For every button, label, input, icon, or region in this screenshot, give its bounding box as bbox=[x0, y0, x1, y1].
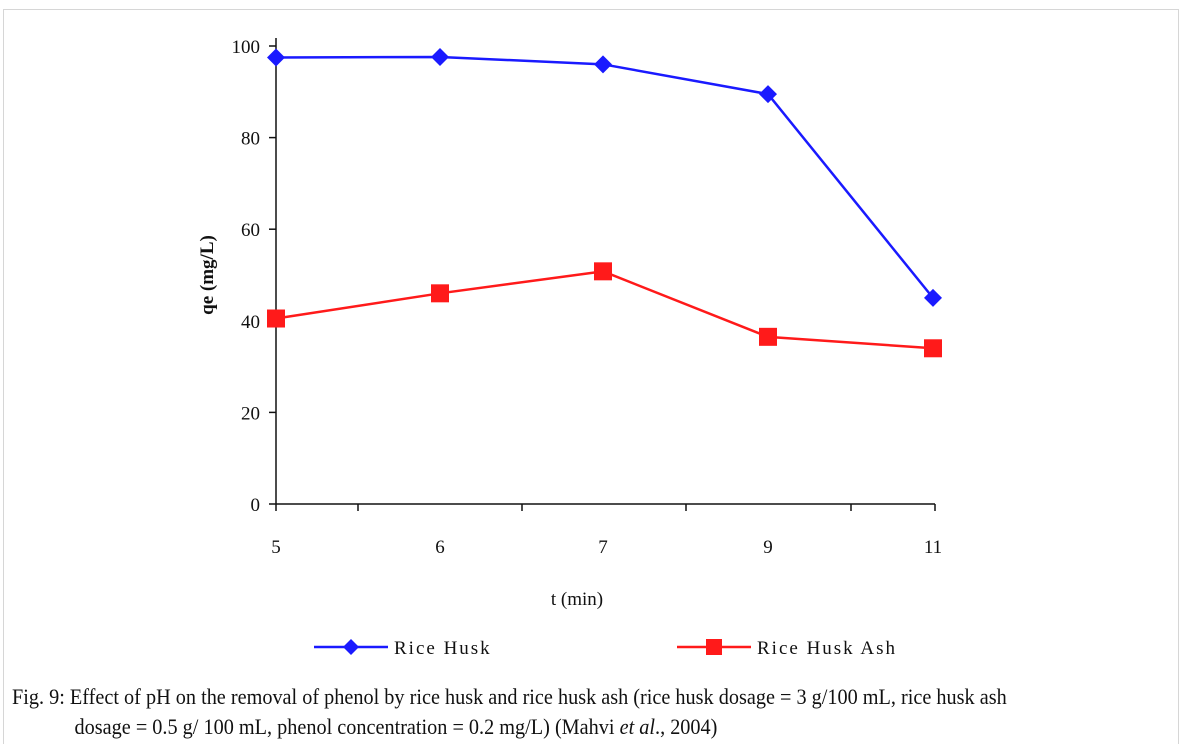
legend-rice-husk-ash-marker bbox=[706, 639, 722, 655]
chart-legend: Rice Husk Rice Husk Ash bbox=[314, 638, 897, 659]
y-tick-label: 40 bbox=[241, 312, 260, 333]
rice-husk-ash-line bbox=[275, 270, 934, 350]
rice-husk-ash-point bbox=[759, 327, 777, 346]
chart-series bbox=[267, 47, 942, 358]
figure-caption: Fig. 9: Effect of pH on the removal of p… bbox=[12, 682, 1088, 742]
x-tick-label: 7 bbox=[598, 537, 608, 558]
caption-line-2-end: ., 2004) bbox=[655, 714, 718, 739]
y-tick-label: 0 bbox=[251, 495, 261, 516]
rice-husk-ash-point bbox=[267, 309, 285, 328]
rice-husk-point bbox=[924, 288, 942, 307]
rice-husk-point bbox=[431, 47, 449, 66]
legend-rice-husk-marker bbox=[343, 639, 359, 655]
y-tick-label: 60 bbox=[241, 220, 260, 241]
y-tick-label: 20 bbox=[241, 403, 260, 424]
rice-husk-ash-point bbox=[594, 262, 612, 281]
rice-husk-ash-point bbox=[924, 339, 942, 358]
caption-line-1: Fig. 9: Effect of pH on the removal of p… bbox=[12, 684, 1007, 709]
x-tick-label: 6 bbox=[435, 537, 445, 558]
caption-line-2: dosage = 0.5 g/ 100 mL, phenol concentra… bbox=[12, 712, 1088, 742]
figure-frame bbox=[3, 9, 1179, 744]
y-tick-label: 100 bbox=[232, 37, 261, 58]
rice-husk-point bbox=[267, 48, 285, 67]
y-axis-title: qe (mg/L) bbox=[197, 235, 218, 315]
x-tick-label: 11 bbox=[924, 537, 942, 558]
rice-husk-point bbox=[594, 55, 612, 74]
rice-husk-point bbox=[759, 85, 777, 104]
x-tick-label: 5 bbox=[271, 537, 281, 558]
caption-et-al: et al bbox=[619, 714, 656, 739]
x-axis-title: t (min) bbox=[551, 589, 603, 610]
y-tick-label: 80 bbox=[241, 129, 260, 150]
line-chart: 0 20 40 60 80 100 5 6 7 9 11 t (min) qe (mg/L) Ric… bbox=[197, 37, 943, 659]
legend-rice-husk-ash-label: Rice Husk Ash bbox=[757, 638, 897, 659]
caption-line-2-text: dosage = 0.5 g/ 100 mL, phenol concentra… bbox=[74, 714, 620, 739]
legend-rice-husk-label: Rice Husk bbox=[394, 638, 492, 659]
x-tick-label: 9 bbox=[763, 537, 773, 558]
rice-husk-line bbox=[275, 55, 934, 299]
rice-husk-ash-point bbox=[431, 284, 449, 303]
chart-axes: 0 20 40 60 80 100 5 6 7 9 11 bbox=[232, 37, 943, 558]
